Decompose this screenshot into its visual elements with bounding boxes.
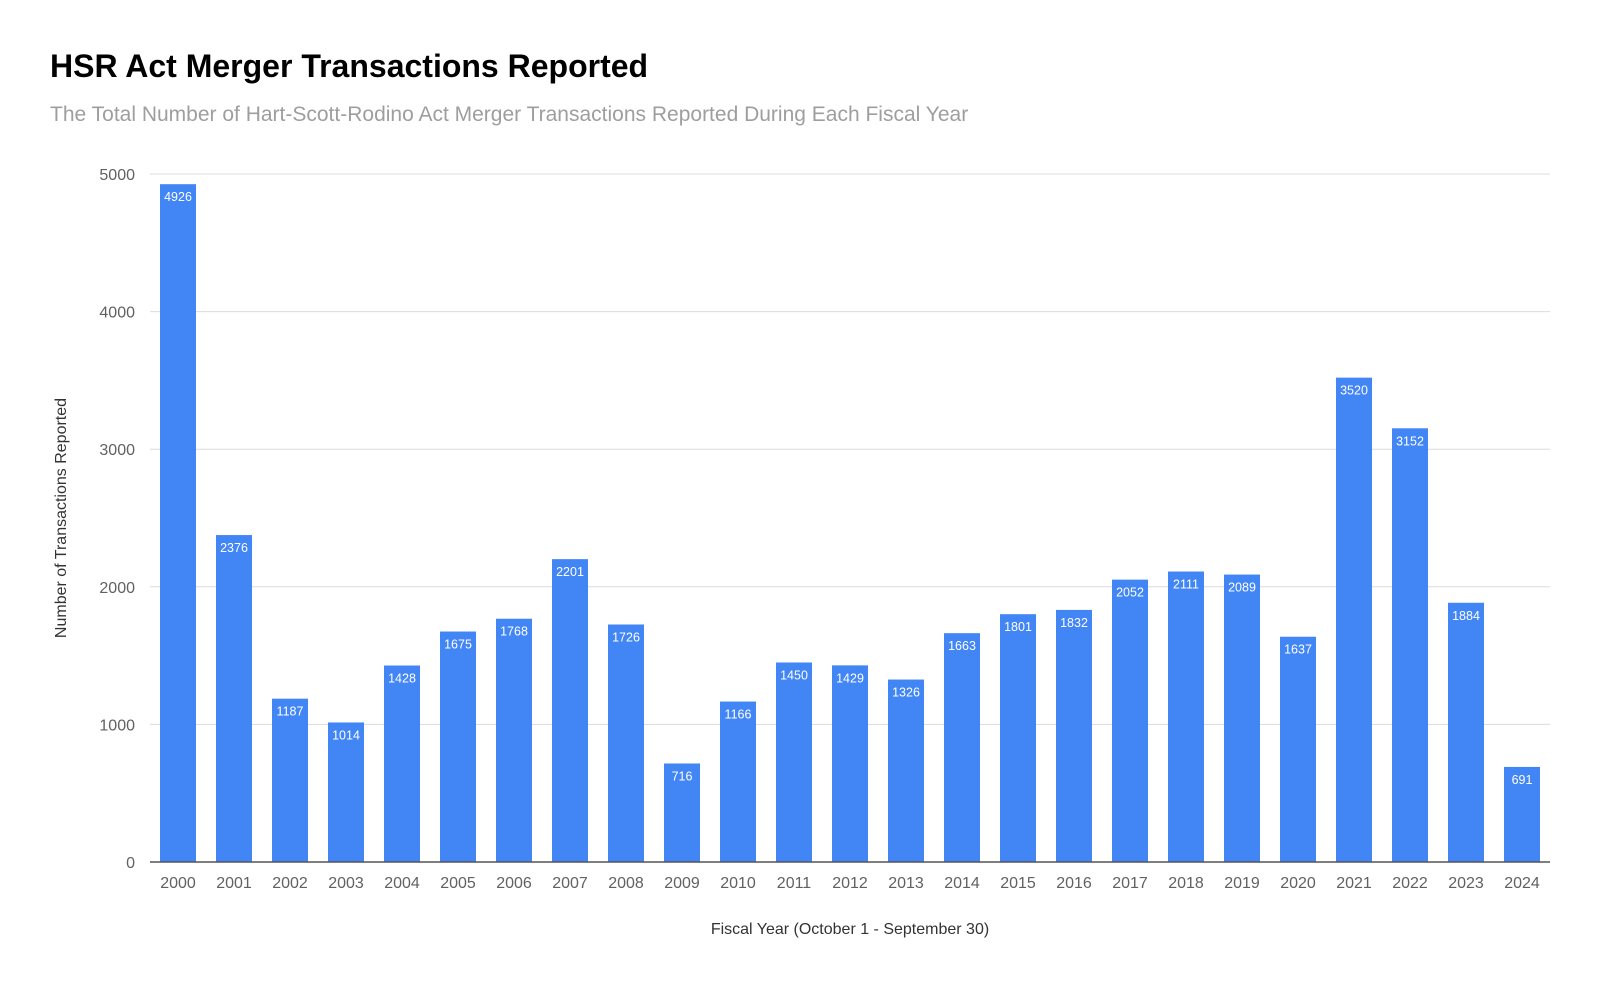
y-axis-ticks: 0 1000 2000 3000 4000 5000 [99, 167, 135, 872]
x-tick-label: 2015 [1000, 875, 1036, 892]
data-label: 3520 [1340, 384, 1368, 398]
bar [1448, 602, 1484, 862]
bar [384, 665, 420, 862]
x-tick-label: 2021 [1336, 875, 1372, 892]
x-tick-label: 2008 [608, 875, 644, 892]
x-tick-label: 2016 [1056, 875, 1092, 892]
data-label: 1675 [444, 638, 472, 652]
bar [1000, 614, 1036, 862]
data-label: 1884 [1452, 609, 1480, 623]
data-label: 1429 [836, 671, 864, 685]
data-label: 2376 [220, 541, 248, 555]
x-tick-label: 2009 [664, 875, 700, 892]
data-label: 3152 [1396, 434, 1424, 448]
x-tick-label: 2024 [1504, 875, 1540, 892]
x-tick-label: 2023 [1448, 875, 1484, 892]
bar [440, 631, 476, 862]
bar [216, 535, 252, 862]
bar [552, 559, 588, 862]
data-label: 1187 [277, 705, 304, 719]
bar [888, 679, 924, 862]
bar [832, 665, 868, 862]
data-label: 1768 [500, 625, 528, 639]
bars [160, 184, 1540, 863]
bar [1336, 377, 1372, 862]
y-tick-label: 4000 [99, 305, 135, 322]
bar [1504, 766, 1540, 862]
x-tick-label: 2001 [216, 875, 252, 892]
bar [1224, 574, 1260, 862]
data-label: 1014 [332, 728, 360, 742]
data-label: 716 [672, 769, 693, 783]
bar [328, 722, 364, 862]
x-tick-label: 2022 [1392, 875, 1428, 892]
chart-title: HSR Act Merger Transactions Reported [50, 48, 649, 84]
x-tick-label: 2018 [1168, 875, 1204, 892]
bar [1280, 636, 1316, 862]
data-label: 1801 [1004, 620, 1032, 634]
data-label: 1726 [612, 631, 640, 645]
bar [944, 633, 980, 862]
x-tick-label: 2002 [272, 875, 308, 892]
bar [1056, 609, 1092, 862]
bar [720, 701, 756, 862]
data-label: 1326 [892, 686, 920, 700]
bar [496, 618, 532, 862]
data-label: 1637 [1284, 643, 1312, 657]
x-tick-label: 2000 [160, 875, 196, 892]
data-label: 4926 [164, 190, 192, 204]
data-label: 1450 [780, 668, 808, 682]
data-label: 691 [1512, 773, 1533, 787]
x-tick-label: 2014 [944, 875, 980, 892]
data-label: 2052 [1116, 586, 1144, 600]
y-tick-label: 5000 [99, 167, 135, 184]
bar [608, 624, 644, 862]
bar [1168, 571, 1204, 862]
bar [1392, 428, 1428, 862]
x-tick-label: 2019 [1224, 875, 1260, 892]
bar [160, 184, 196, 863]
x-tick-label: 2006 [496, 875, 532, 892]
y-tick-label: 2000 [99, 580, 135, 597]
y-tick-label: 3000 [99, 442, 135, 459]
data-label: 2089 [1228, 581, 1256, 595]
data-label: 1166 [725, 708, 752, 722]
x-tick-label: 2005 [440, 875, 476, 892]
data-label: 2111 [1173, 578, 1199, 592]
data-label: 1832 [1060, 616, 1088, 630]
x-tick-label: 2012 [832, 875, 868, 892]
x-tick-label: 2010 [720, 875, 756, 892]
bar [664, 763, 700, 862]
data-labels: 4926 2376 1187 1014 1428 1675 1768 2201 1726 716 1… [164, 190, 1532, 787]
y-axis-title: Number of Transactions Reported [53, 398, 70, 638]
data-label: 2201 [556, 565, 584, 579]
x-tick-label: 2004 [384, 875, 420, 892]
x-tick-label: 2020 [1280, 875, 1316, 892]
x-tick-label: 2003 [328, 875, 364, 892]
x-tick-label: 2007 [552, 875, 588, 892]
x-tick-label: 2017 [1112, 875, 1148, 892]
data-label: 1428 [388, 672, 416, 686]
y-tick-label: 1000 [99, 717, 135, 734]
data-label: 1663 [948, 639, 976, 653]
x-axis-title: Fiscal Year (October 1 - September 30) [711, 921, 989, 938]
x-tick-label: 2011 [777, 875, 812, 892]
x-tick-label: 2013 [888, 875, 924, 892]
bar [776, 662, 812, 862]
bar [1112, 579, 1148, 862]
y-tick-label: 0 [126, 855, 135, 872]
chart-subtitle: The Total Number of Hart-Scott-Rodino Ac… [50, 103, 969, 126]
bar [272, 698, 308, 862]
x-axis-ticks: 2000 2001 2002 2003 2004 2005 2006 2007 2008 2009… [160, 875, 1540, 892]
